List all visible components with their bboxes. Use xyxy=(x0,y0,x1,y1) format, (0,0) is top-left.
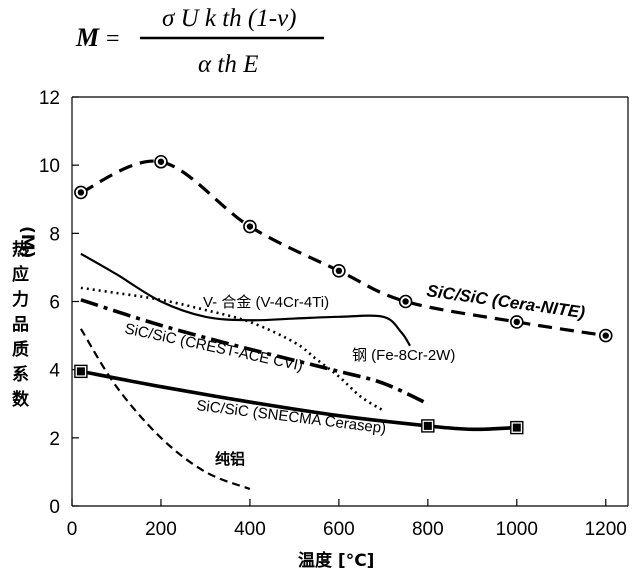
formula-denominator: α th E xyxy=(198,51,258,78)
data-point-circle-core xyxy=(77,189,85,196)
x-tick-label: 400 xyxy=(234,519,266,540)
series-label-cera-nite: SiC/SiC (Cera-NITE) xyxy=(425,281,586,322)
series-layer xyxy=(74,154,613,490)
x-axis-title: 温度 [°C] xyxy=(298,550,374,571)
series-line-2 xyxy=(80,286,385,412)
y-tick-label: 12 xyxy=(39,88,60,109)
x-tick-label: 200 xyxy=(145,519,177,540)
formula-lhs: M xyxy=(75,23,100,52)
data-point-circle-core xyxy=(402,298,409,305)
y-axis-title-char: 品 xyxy=(12,315,29,335)
formula: M = σ U k th (1-ν) α th E xyxy=(75,5,324,78)
y-axis-title-char: 力 xyxy=(12,289,29,310)
series-line-4 xyxy=(80,369,517,432)
y-tick-label: 10 xyxy=(39,156,60,177)
y-tick-label: 2 xyxy=(49,429,60,450)
data-point-circle-core xyxy=(513,318,520,326)
y-axis-title-char: 热 xyxy=(12,239,29,260)
y-axis-title-char: 应 xyxy=(12,264,29,285)
x-tick-label: 1200 xyxy=(585,519,627,540)
x-tick-label: 1000 xyxy=(496,519,538,540)
series-label-crest-ace: SiC/SiC (CREST-ACE CVI) xyxy=(123,320,304,374)
series-line-1 xyxy=(80,252,411,347)
series-label-steel: 钢 (Fe-8Cr-2W) xyxy=(352,347,455,364)
y-axis-title-char: 质 xyxy=(12,340,29,360)
y-tick-label: 8 xyxy=(49,224,60,245)
data-point-circle-core xyxy=(335,267,343,275)
data-point-square-core xyxy=(423,421,432,430)
y-axis-title-unit: (M) xyxy=(17,226,37,258)
x-tick-label: 0 xyxy=(67,519,78,540)
formula-numerator: σ U k th (1-ν) xyxy=(162,5,297,32)
series-label-snecma: SiC/SiC (SNECMA Cerasep) xyxy=(196,397,388,437)
data-point-square-core xyxy=(76,367,85,376)
y-axis-title-char: 系 xyxy=(12,365,29,385)
series-line-5 xyxy=(79,328,251,490)
y-tick-label: 0 xyxy=(49,497,60,518)
x-tick-label: 600 xyxy=(323,519,355,540)
series-line-3 xyxy=(80,298,429,406)
data-point-square-core xyxy=(512,423,521,432)
series-label-v-alloy: V- 合金 (V-4Cr-4Ti) xyxy=(203,294,329,311)
ticks: 0 200 400 600 800 1000 1200 0 2 4 6 8 10 12 xyxy=(39,88,627,540)
data-point-circle-core xyxy=(602,332,609,339)
x-tick-label: 800 xyxy=(412,519,444,540)
y-tick-label: 4 xyxy=(49,361,60,382)
formula-equals: = xyxy=(106,26,120,52)
y-tick-label: 6 xyxy=(49,293,60,314)
series-label-pure-al: 纯铝 xyxy=(215,450,245,468)
data-point-circle-core xyxy=(157,158,165,165)
data-point-circle-core xyxy=(246,223,254,230)
y-axis-title-char: 数 xyxy=(12,389,30,410)
